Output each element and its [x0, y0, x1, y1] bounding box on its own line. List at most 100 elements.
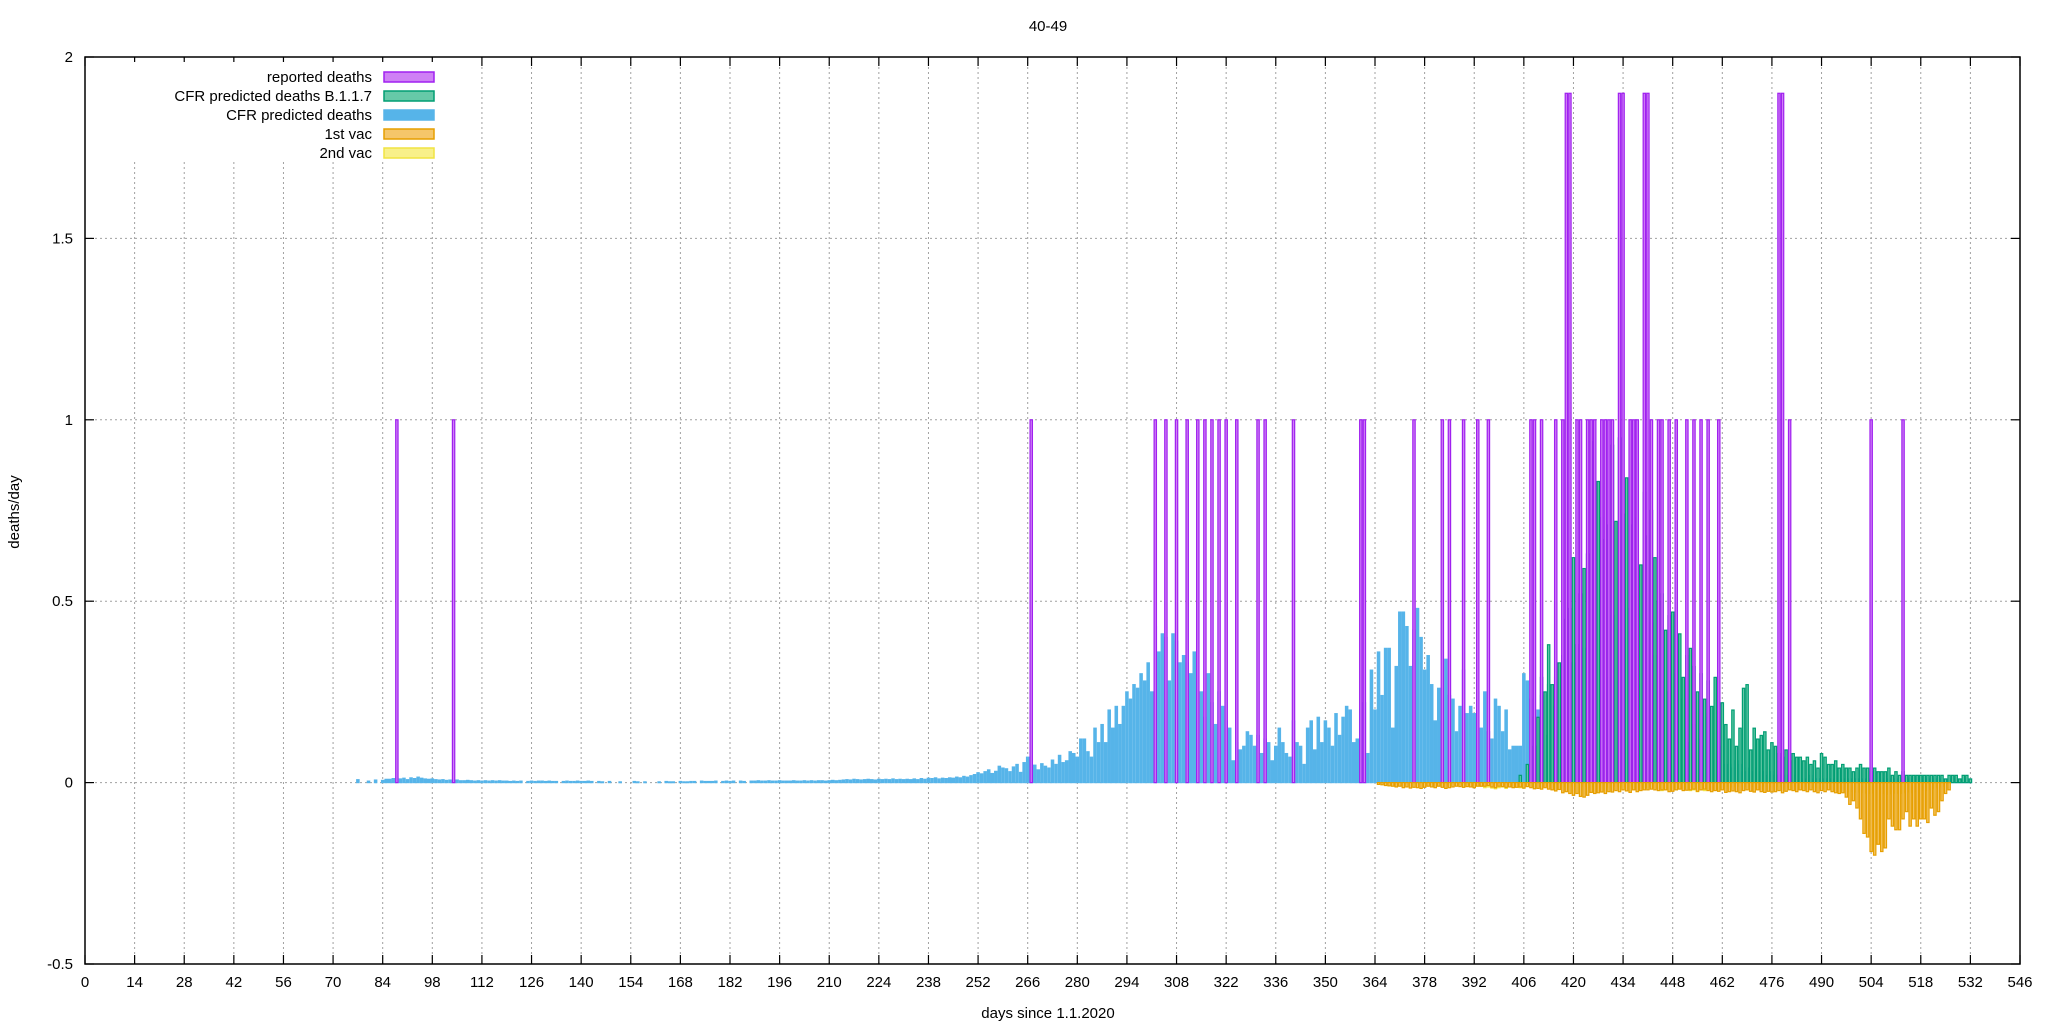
- bar: [547, 780, 552, 784]
- bar: [1018, 771, 1023, 784]
- bar: [657, 781, 661, 784]
- bar: [1320, 742, 1324, 784]
- x-tick-label: 364: [1362, 974, 1387, 991]
- bar: [1802, 781, 1806, 792]
- bar: [1685, 781, 1689, 791]
- bar: [767, 780, 771, 784]
- legend-swatch: [383, 90, 435, 102]
- bar: [1624, 781, 1629, 792]
- bar: [1716, 781, 1721, 792]
- bar: [1316, 716, 1321, 784]
- bar: [1380, 694, 1384, 784]
- bar: [590, 780, 594, 784]
- bar: [1210, 419, 1214, 784]
- bar: [1787, 419, 1792, 784]
- bar: [1309, 720, 1313, 784]
- bar: [1383, 647, 1388, 784]
- bar: [1252, 745, 1257, 784]
- bar: [1461, 419, 1466, 784]
- bar: [455, 779, 459, 784]
- bar: [607, 780, 612, 784]
- y-tick-label: 1: [65, 412, 73, 429]
- bar: [1787, 781, 1792, 791]
- bar: [1270, 760, 1274, 784]
- bar: [1929, 781, 1934, 809]
- bar: [1961, 774, 1966, 784]
- x-tick-label: 280: [1065, 974, 1090, 991]
- x-tick-label: 462: [1710, 974, 1735, 991]
- bar: [1752, 727, 1756, 784]
- bar: [1529, 419, 1533, 784]
- bar: [862, 779, 867, 784]
- x-tick-label: 476: [1759, 974, 1784, 991]
- x-tick-label: 14: [126, 974, 143, 991]
- bar: [1805, 781, 1810, 793]
- bar: [1649, 419, 1654, 784]
- bar: [1911, 781, 1916, 820]
- bar: [1068, 751, 1072, 784]
- bar: [1036, 769, 1041, 784]
- bar: [1437, 781, 1441, 787]
- bar: [426, 778, 431, 784]
- bar: [1366, 752, 1370, 784]
- bar: [1444, 781, 1448, 790]
- bar: [1876, 771, 1881, 784]
- bar: [979, 773, 984, 784]
- bar: [1862, 767, 1866, 784]
- bar: [1628, 419, 1632, 784]
- bar: [1773, 745, 1778, 784]
- bar: [1305, 727, 1310, 784]
- bar: [1773, 781, 1778, 793]
- bar: [1529, 781, 1533, 789]
- bar: [852, 778, 856, 784]
- x-tick-label: 182: [717, 974, 742, 991]
- bar: [1196, 419, 1200, 784]
- legend-swatch: [383, 128, 435, 140]
- bar: [1284, 752, 1289, 784]
- chart-title: 40-49: [1029, 18, 1067, 35]
- bar: [1504, 709, 1508, 784]
- x-tick-label: 210: [817, 974, 842, 991]
- bar: [1918, 781, 1923, 820]
- bar: [1887, 767, 1891, 784]
- bar: [976, 772, 980, 784]
- bar: [1851, 781, 1856, 802]
- bar: [880, 779, 885, 784]
- bar: [501, 780, 505, 784]
- bar: [1777, 92, 1781, 784]
- bar: [1029, 419, 1034, 784]
- bar: [1858, 781, 1863, 820]
- bar: [1887, 781, 1891, 820]
- y-tick-label: -0.5: [47, 956, 73, 973]
- bar: [1805, 756, 1810, 784]
- plot-border: [84, 56, 2021, 965]
- bar: [958, 777, 963, 784]
- bar: [1273, 745, 1278, 784]
- bar: [1298, 745, 1303, 784]
- bar: [1089, 756, 1094, 784]
- x-tick-label: 406: [1511, 974, 1536, 991]
- bar: [504, 780, 509, 784]
- bar: [1146, 662, 1150, 784]
- y-tick-label: 1.5: [52, 230, 73, 247]
- bar: [1447, 419, 1452, 784]
- bar: [1901, 781, 1905, 820]
- bar: [1288, 756, 1292, 784]
- bar: [434, 779, 438, 784]
- bar: [1706, 781, 1710, 792]
- bar: [1415, 781, 1420, 789]
- bar: [423, 778, 427, 784]
- bar: [877, 778, 881, 784]
- bar: [774, 780, 778, 784]
- bar: [1575, 781, 1579, 795]
- bar: [1908, 774, 1912, 784]
- bar: [1454, 731, 1459, 784]
- bar: [1936, 774, 1941, 784]
- bar: [1224, 419, 1228, 784]
- bar: [1217, 419, 1221, 784]
- bar: [1915, 781, 1919, 827]
- bar: [1553, 419, 1558, 784]
- bar: [806, 780, 810, 784]
- bar: [1486, 419, 1491, 784]
- x-tick-label: 84: [374, 974, 391, 991]
